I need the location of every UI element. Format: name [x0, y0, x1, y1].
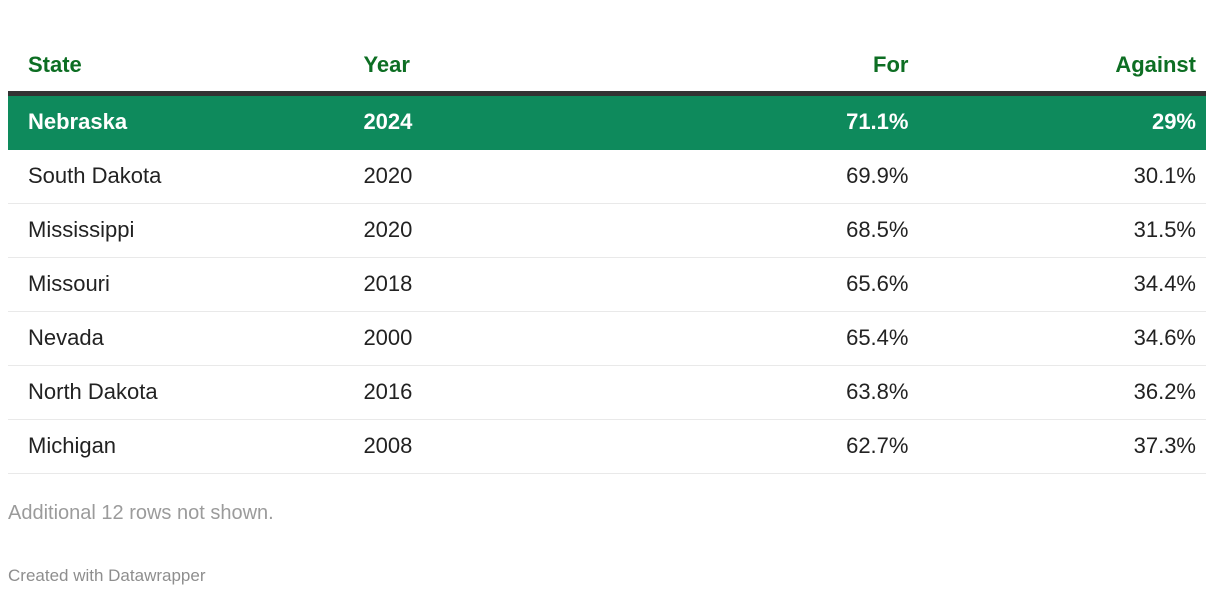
cell-against: 37.3% — [918, 419, 1206, 474]
cell-year: 2018 — [343, 257, 643, 312]
cell-for: 65.4% — [642, 311, 919, 366]
table-chart: State Year For Against Nebraska 2024 71.… — [8, 40, 1206, 585]
cell-state: Mississippi — [8, 203, 344, 258]
cell-year: 2024 — [343, 93, 643, 150]
cell-year: 2000 — [343, 311, 643, 366]
datawrapper-attribution[interactable]: Created with Datawrapper — [8, 566, 206, 585]
table-row: North Dakota 2016 63.8% 36.2% — [8, 365, 1206, 420]
cell-against: 34.4% — [918, 257, 1206, 312]
cell-for: 63.8% — [642, 365, 919, 420]
cell-against: 36.2% — [918, 365, 1206, 420]
cell-state: South Dakota — [8, 149, 344, 204]
table-body: Nebraska 2024 71.1% 29% South Dakota 202… — [8, 93, 1206, 474]
rows-not-shown-note: Additional 12 rows not shown. — [8, 502, 274, 524]
cell-year: 2008 — [343, 419, 643, 474]
cell-state: Missouri — [8, 257, 344, 312]
column-header-year: Year — [343, 40, 643, 96]
cell-against: 34.6% — [918, 311, 1206, 366]
cell-for: 69.9% — [642, 149, 919, 204]
cell-against: 31.5% — [918, 203, 1206, 258]
cell-year: 2020 — [343, 149, 643, 204]
cell-state: North Dakota — [8, 365, 344, 420]
cell-for: 71.1% — [642, 93, 919, 150]
cell-year: 2020 — [343, 203, 643, 258]
cell-for: 65.6% — [642, 257, 919, 312]
cell-state: Nebraska — [8, 93, 344, 150]
cell-against: 30.1% — [918, 149, 1206, 204]
data-table: State Year For Against Nebraska 2024 71.… — [8, 40, 1206, 474]
cell-for: 62.7% — [642, 419, 919, 474]
column-header-state: State — [8, 40, 344, 96]
column-header-for: For — [642, 40, 919, 96]
table-row: South Dakota 2020 69.9% 30.1% — [8, 149, 1206, 204]
table-row: Nebraska 2024 71.1% 29% — [8, 93, 1206, 150]
header-row: State Year For Against — [8, 40, 1206, 96]
cell-state: Nevada — [8, 311, 344, 366]
table-row: Nevada 2000 65.4% 34.6% — [8, 311, 1206, 366]
table-row: Mississippi 2020 68.5% 31.5% — [8, 203, 1206, 258]
cell-state: Michigan — [8, 419, 344, 474]
table-row: Michigan 2008 62.7% 37.3% — [8, 419, 1206, 474]
table-row: Missouri 2018 65.6% 34.4% — [8, 257, 1206, 312]
cell-against: 29% — [918, 93, 1206, 150]
column-header-against: Against — [918, 40, 1206, 96]
cell-for: 68.5% — [642, 203, 919, 258]
cell-year: 2016 — [343, 365, 643, 420]
